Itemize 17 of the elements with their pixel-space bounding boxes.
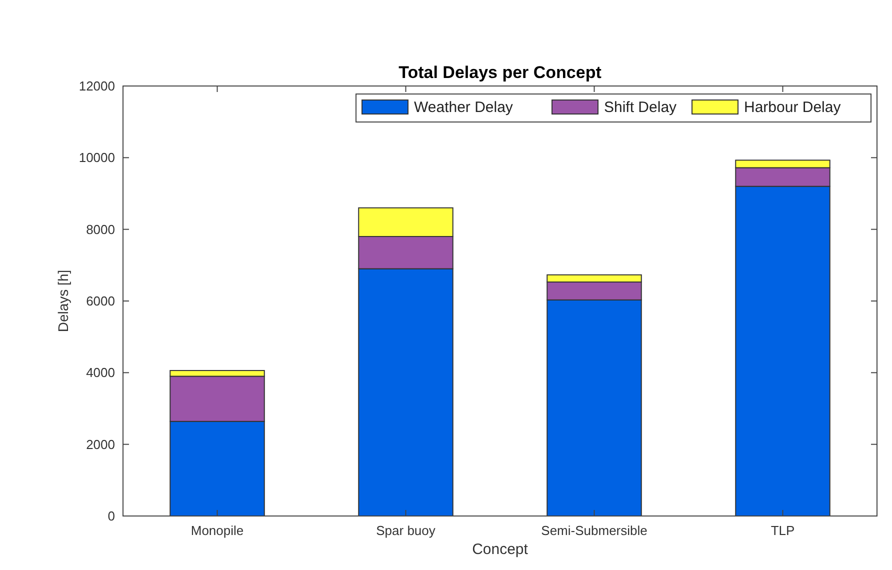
x-tick-label: TLP xyxy=(770,523,795,538)
legend-label: Weather Delay xyxy=(414,99,514,116)
x-tick-label: Monopile xyxy=(190,523,244,538)
legend-label: Shift Delay xyxy=(604,99,678,116)
y-tick-label: 6000 xyxy=(86,294,115,309)
x-tick-label: Semi-Submersible xyxy=(541,523,648,538)
x-axis-title: Concept xyxy=(472,541,529,558)
chart-title: Total Delays per Concept xyxy=(398,63,602,82)
y-axis-title: Delays [h] xyxy=(55,270,71,332)
y-tick-label: 10000 xyxy=(78,150,115,166)
y-tick-label: 4000 xyxy=(86,365,115,380)
legend-label: Harbour Delay xyxy=(744,99,842,116)
x-tick-label: Spar buoy xyxy=(376,523,436,538)
y-tick-label: 2000 xyxy=(86,436,115,452)
y-tick-label: 8000 xyxy=(86,222,115,237)
y-tick-label: 0 xyxy=(108,508,115,524)
y-tick-label: 12000 xyxy=(78,78,115,94)
